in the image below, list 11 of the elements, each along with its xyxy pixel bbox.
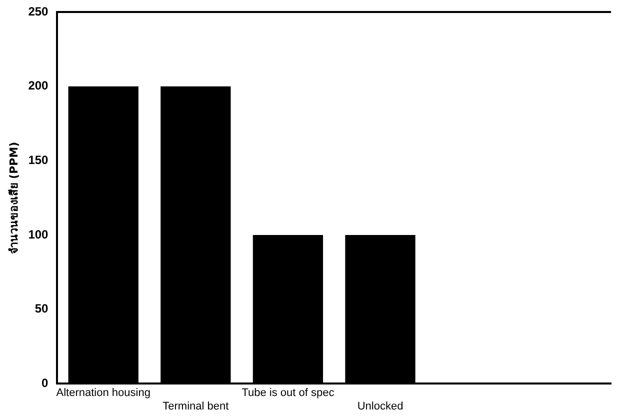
y-axis-title: จำนวนของเสีย (PPM) bbox=[7, 142, 20, 254]
x-tick-label: Terminal bent bbox=[162, 400, 229, 412]
x-tick-label: Alternation housing bbox=[56, 387, 150, 400]
y-tick-label: 100 bbox=[28, 227, 49, 242]
y-tick-label: 200 bbox=[28, 78, 49, 93]
y-tick-label: 0 bbox=[42, 376, 49, 390]
y-tick-label: 250 bbox=[28, 4, 49, 18]
x-tick-label: Unlocked bbox=[357, 400, 404, 412]
y-tick-label: 50 bbox=[34, 302, 49, 316]
x-tick-label: Tube is out of spec bbox=[242, 387, 335, 400]
y-tick-label: 150 bbox=[28, 152, 49, 167]
